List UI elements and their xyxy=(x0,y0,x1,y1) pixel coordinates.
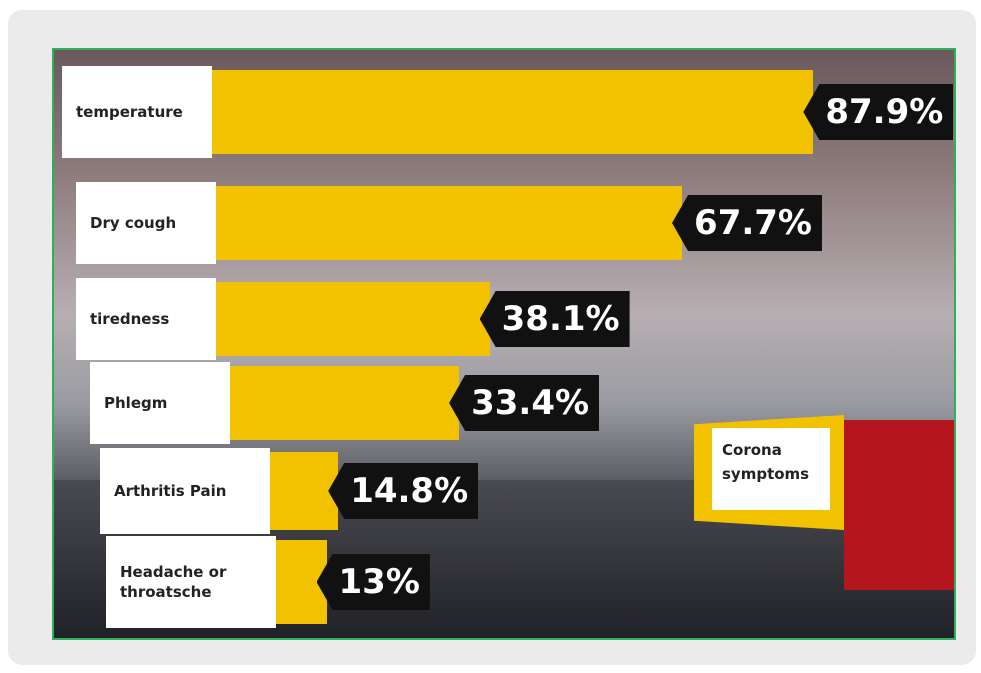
bar xyxy=(216,186,682,260)
bar xyxy=(230,366,459,440)
category-label: Phlegm xyxy=(90,362,230,444)
value-label: 13% xyxy=(317,554,430,610)
category-label: temperature xyxy=(62,66,212,158)
category-label: Dry cough xyxy=(76,182,216,264)
background-desk xyxy=(844,420,956,590)
value-label: 87.9% xyxy=(803,84,953,140)
value-label: 14.8% xyxy=(328,463,478,519)
category-label: tiredness xyxy=(76,278,216,360)
value-label: 67.7% xyxy=(672,195,822,251)
bar xyxy=(216,282,490,356)
category-label: Headache or throatsche xyxy=(106,536,276,628)
bar xyxy=(212,70,813,154)
bar xyxy=(270,452,338,530)
value-label: 38.1% xyxy=(480,291,630,347)
chart: Corona symptoms temperature 87.9% Dry coug… xyxy=(52,48,956,640)
chart-title: Corona symptoms xyxy=(712,428,830,510)
category-label: Arthritis Pain xyxy=(100,448,270,534)
value-label: 33.4% xyxy=(449,375,599,431)
